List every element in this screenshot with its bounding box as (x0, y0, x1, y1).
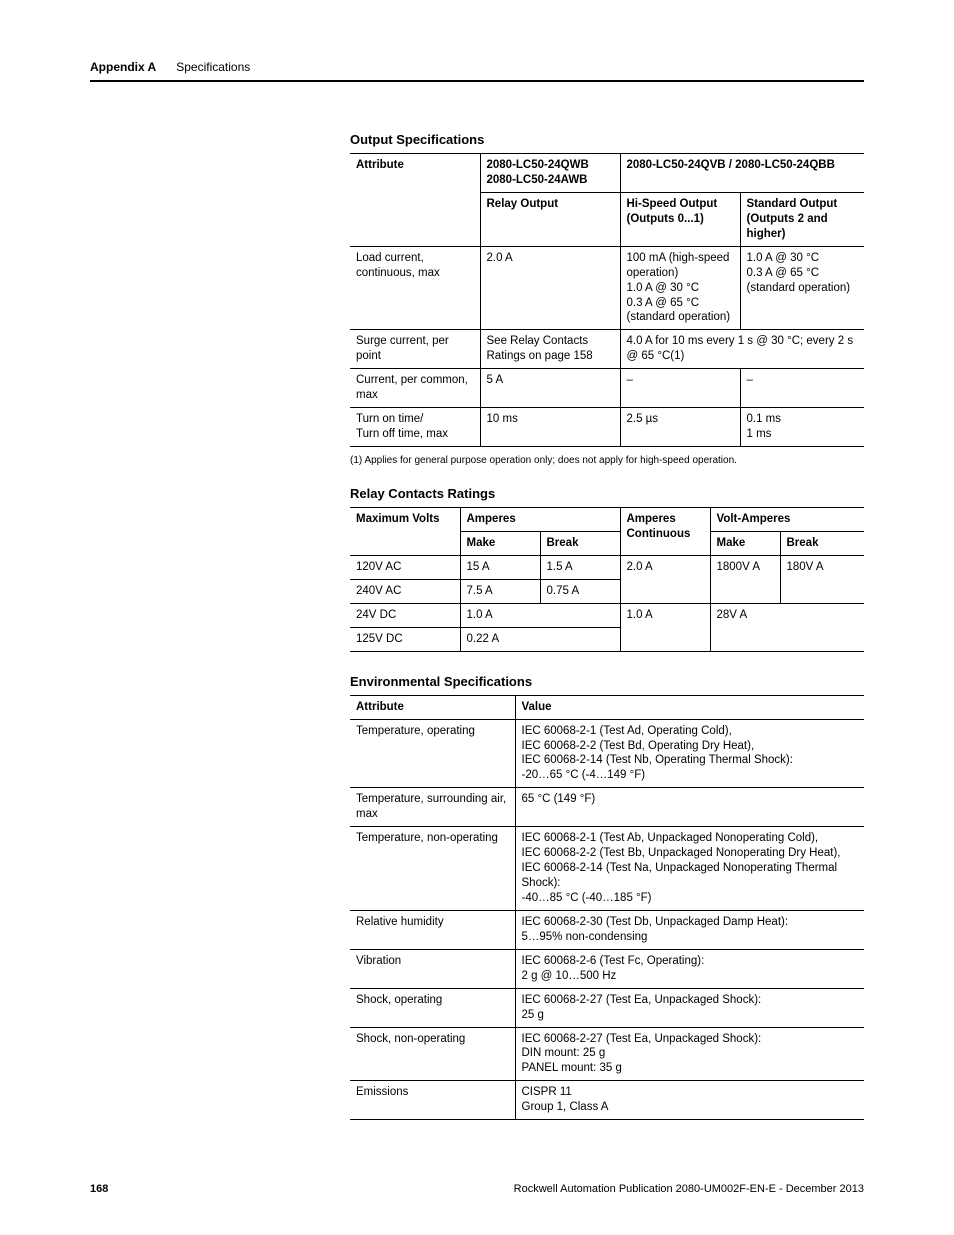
env-spec-title: Environmental Specifications (350, 674, 864, 689)
cell-relay: 5 A (480, 369, 620, 408)
cell-break: 1.5 A (540, 555, 620, 579)
cell-standard: – (740, 369, 864, 408)
output-spec-footnote: (1) Applies for general purpose operatio… (350, 455, 864, 466)
cell-value: IEC 60068-2-27 (Test Ea, Unpackaged Shoc… (515, 988, 864, 1027)
cell-attr: Load current, continuous, max (350, 246, 480, 330)
sub-hispeed: Hi-Speed Output (Outputs 0...1) (620, 192, 740, 246)
col-va: Volt-Amperes (710, 508, 864, 532)
sub-break2: Break (780, 531, 864, 555)
cell-vabreak: 180V A (780, 555, 864, 603)
cell-attr: Relative humidity (350, 910, 515, 949)
cell-value: IEC 60068-2-6 (Test Fc, Operating): 2 g … (515, 949, 864, 988)
output-spec-title: Output Specifications (350, 132, 864, 147)
cell-v: 240V AC (350, 579, 460, 603)
cell-value: 65 °C (149 °F) (515, 788, 864, 827)
appendix-label: Appendix A (90, 60, 156, 74)
publication-info: Rockwell Automation Publication 2080-UM0… (514, 1183, 864, 1195)
cell-relay: 2.0 A (480, 246, 620, 330)
cell-hispeed: 2.5 µs (620, 408, 740, 447)
cell-attr: Temperature, non-operating (350, 827, 515, 911)
header-title: Specifications (176, 60, 250, 74)
col-amperes2: Amperes Continuous (620, 508, 710, 556)
sub-make: Make (460, 531, 540, 555)
cell-attr: Shock, operating (350, 988, 515, 1027)
output-spec-table: Attribute 2080-LC50-24QWB 2080-LC50-24AW… (350, 153, 864, 447)
relay-ratings-table: Maximum Volts Amperes Amperes Continuous… (350, 507, 864, 652)
page-number: 168 (90, 1183, 108, 1195)
cell-standard: 0.1 ms 1 ms (740, 408, 864, 447)
col-volts: Maximum Volts (350, 508, 460, 556)
env-spec-block: Environmental Specifications Attribute V… (350, 674, 864, 1121)
cell-attr: Shock, non-operating (350, 1027, 515, 1081)
cell-value: CISPR 11 Group 1, Class A (515, 1081, 864, 1120)
cell-attr: Surge current, per point (350, 330, 480, 369)
cell-make: 1.0 A (460, 603, 620, 627)
cell-value: IEC 60068-2-27 (Test Ea, Unpackaged Shoc… (515, 1027, 864, 1081)
sub-make2: Make (710, 531, 780, 555)
cell-vamake: 1800V A (710, 555, 780, 603)
sub-standard: Standard Output (Outputs 2 and higher) (740, 192, 864, 246)
col-value: Value (515, 695, 864, 719)
cell-value: IEC 60068-2-1 (Test Ad, Operating Cold),… (515, 719, 864, 788)
sub-break: Break (540, 531, 620, 555)
cell-standard: 1.0 A @ 30 °C 0.3 A @ 65 °C (standard op… (740, 246, 864, 330)
col-model-a: 2080-LC50-24QWB 2080-LC50-24AWB (480, 154, 620, 193)
sub-relay: Relay Output (480, 192, 620, 246)
cell-attr: Temperature, operating (350, 719, 515, 788)
cell-attr: Turn on time/ Turn off time, max (350, 408, 480, 447)
cell-attr: Current, per common, max (350, 369, 480, 408)
cell-v: 24V DC (350, 603, 460, 627)
page-footer: 168 Rockwell Automation Publication 2080… (90, 1183, 864, 1195)
output-spec-block: Output Specifications Attribute 2080-LC5… (350, 132, 864, 652)
cell-v: 125V DC (350, 627, 460, 651)
cell-cont: 1.0 A (620, 603, 710, 651)
cell-relay: 10 ms (480, 408, 620, 447)
cell-relay: See Relay Contacts Ratings on page 158 (480, 330, 620, 369)
cell-merged: 4.0 A for 10 ms every 1 s @ 30 °C; every… (620, 330, 864, 369)
page-header: Appendix A Specifications (90, 60, 864, 82)
col-attribute: Attribute (350, 695, 515, 719)
cell-value: IEC 60068-2-1 (Test Ab, Unpackaged Nonop… (515, 827, 864, 911)
cell-hispeed: 100 mA (high-speed operation) 1.0 A @ 30… (620, 246, 740, 330)
col-model-b: 2080-LC50-24QVB / 2080-LC50-24QBB (620, 154, 864, 193)
env-spec-table: Attribute Value Temperature, operating I… (350, 695, 864, 1121)
cell-attr: Vibration (350, 949, 515, 988)
cell-cont: 2.0 A (620, 555, 710, 603)
cell-value: IEC 60068-2-30 (Test Db, Unpackaged Damp… (515, 910, 864, 949)
cell-hispeed: – (620, 369, 740, 408)
cell-make: 0.22 A (460, 627, 620, 651)
cell-attr: Emissions (350, 1081, 515, 1120)
cell-vamake: 28V A (710, 603, 864, 651)
cell-make: 15 A (460, 555, 540, 579)
cell-make: 7.5 A (460, 579, 540, 603)
cell-break: 0.75 A (540, 579, 620, 603)
col-amperes: Amperes (460, 508, 620, 532)
cell-v: 120V AC (350, 555, 460, 579)
cell-attr: Temperature, surrounding air, max (350, 788, 515, 827)
col-attribute: Attribute (350, 154, 480, 247)
relay-ratings-title: Relay Contacts Ratings (350, 486, 864, 501)
